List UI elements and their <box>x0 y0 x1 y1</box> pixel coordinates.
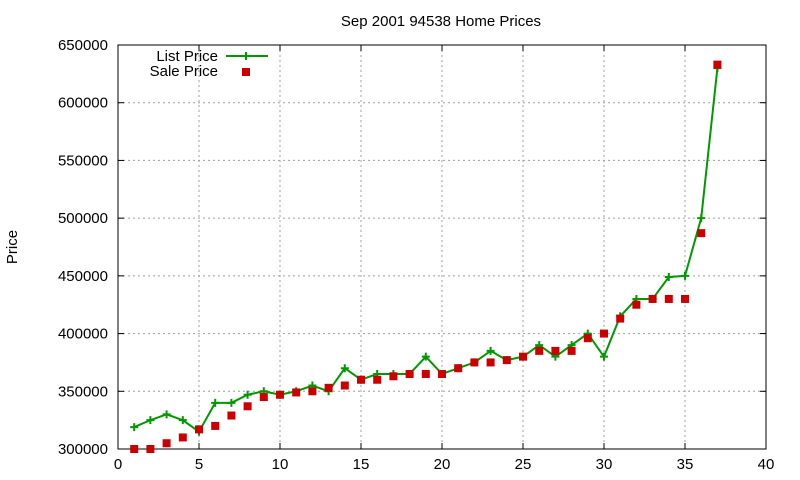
data-point <box>600 352 608 361</box>
data-point <box>130 423 139 432</box>
y-tick-label: 500000 <box>58 210 108 227</box>
data-point <box>632 300 641 309</box>
x-tick-label: 15 <box>353 456 370 473</box>
data-point <box>259 393 268 402</box>
data-point <box>357 375 365 384</box>
data-point <box>470 358 479 367</box>
data-point <box>389 372 398 381</box>
data-point <box>664 273 673 282</box>
data-point <box>681 271 689 280</box>
legend-label-list-price: List Price <box>156 48 218 65</box>
data-point <box>162 439 171 448</box>
series-layer <box>130 60 722 453</box>
y-tick-label: 600000 <box>58 95 108 112</box>
y-tick-label: 550000 <box>58 152 108 169</box>
x-tick-label: 30 <box>596 456 613 473</box>
data-point <box>697 214 706 223</box>
data-point <box>583 334 592 343</box>
data-point <box>535 346 544 355</box>
data-point <box>486 358 495 367</box>
x-tick-label: 40 <box>758 456 775 473</box>
data-point <box>195 425 203 434</box>
data-point <box>454 364 463 373</box>
data-point <box>648 294 657 303</box>
data-point <box>551 346 560 355</box>
data-point <box>162 410 171 419</box>
data-point <box>600 329 608 338</box>
y-tick-label: 650000 <box>58 37 108 54</box>
data-point <box>130 445 139 453</box>
legend-marker-sale-price <box>242 68 250 76</box>
data-point <box>405 369 414 378</box>
series-sale-price <box>130 60 722 453</box>
grid-lines <box>118 45 766 449</box>
data-point <box>373 375 382 384</box>
legend: List Price Sale Price <box>150 48 268 80</box>
legend-marker-list-price <box>242 52 250 60</box>
data-point <box>146 445 155 453</box>
data-point <box>340 364 349 373</box>
data-point <box>178 416 187 425</box>
data-point <box>227 398 236 407</box>
x-tick-label: 5 <box>195 456 203 473</box>
data-point <box>340 381 349 390</box>
x-tick-label: 35 <box>677 456 694 473</box>
data-point <box>681 294 689 303</box>
x-tick-label: 10 <box>272 456 289 473</box>
x-tick-labels: 0 5 10 15 20 25 30 35 40 <box>114 456 775 473</box>
y-tick-label: 450000 <box>58 268 108 285</box>
plot-frame <box>117 44 767 450</box>
x-tick-label: 20 <box>434 456 451 473</box>
data-point <box>227 411 236 420</box>
y-tick-labels: 300000 350000 400000 450000 500000 550000 6000… <box>58 37 108 458</box>
data-point <box>211 421 220 430</box>
data-point <box>421 369 430 378</box>
y-tick-label: 300000 <box>58 441 108 458</box>
data-point <box>421 352 430 361</box>
data-point <box>519 352 527 361</box>
data-point <box>243 402 252 411</box>
data-point <box>324 383 333 392</box>
x-tick-label: 25 <box>515 456 532 473</box>
y-tick-label: 350000 <box>58 383 108 400</box>
y-axis-label: Price <box>4 230 21 264</box>
chart-title: Sep 2001 94538 Home Prices <box>341 13 541 30</box>
x-tick-label: 0 <box>114 456 122 473</box>
y-tick-label: 400000 <box>58 326 108 343</box>
data-point <box>713 60 722 69</box>
data-point <box>502 356 511 365</box>
legend-label-sale-price: Sale Price <box>150 63 218 80</box>
data-point <box>178 433 187 442</box>
data-point <box>243 390 252 399</box>
data-point <box>616 314 625 323</box>
data-point <box>276 390 284 399</box>
data-point <box>664 294 673 303</box>
data-point <box>567 346 576 355</box>
data-point <box>308 387 317 396</box>
data-point <box>486 346 495 355</box>
data-point <box>697 229 706 238</box>
data-point <box>211 398 220 407</box>
data-point <box>146 416 155 425</box>
data-point <box>292 388 301 397</box>
series-list-price <box>130 64 722 436</box>
data-point <box>438 369 446 378</box>
